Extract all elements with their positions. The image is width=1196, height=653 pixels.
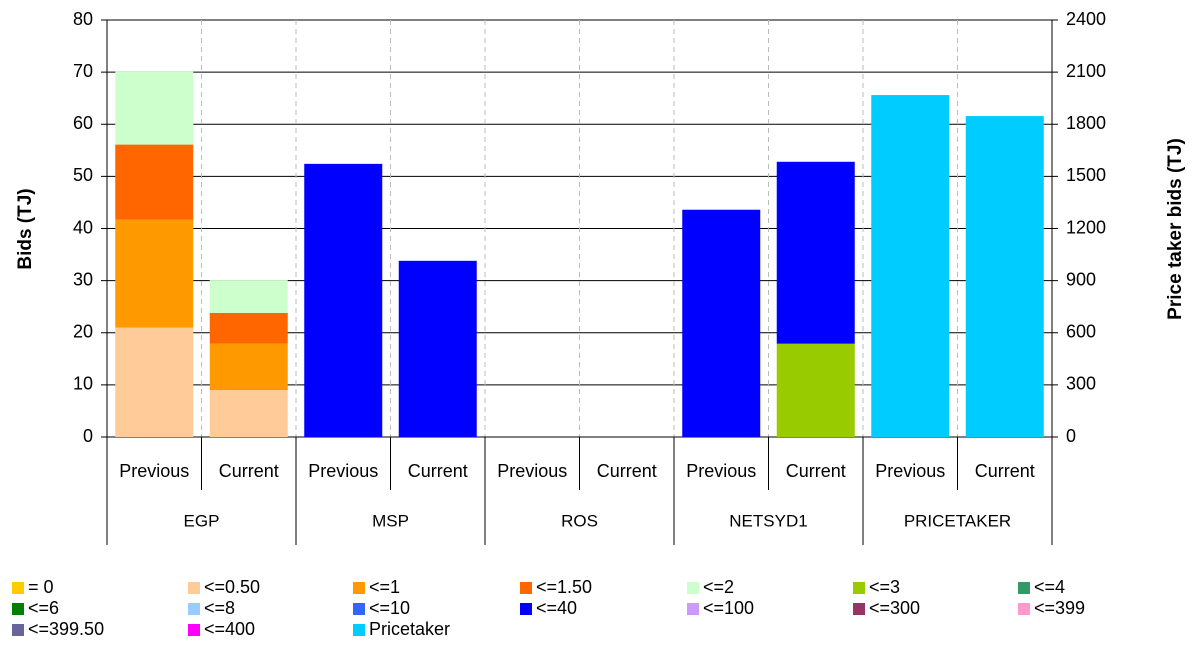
- y2-tick-label: 1800: [1066, 113, 1106, 133]
- bar-segment: [398, 260, 477, 437]
- bar-segment: [209, 280, 288, 313]
- x-tick-label: Current: [786, 461, 846, 481]
- legend-label: <=400: [204, 619, 255, 639]
- legend-label: <=0.50: [204, 577, 260, 597]
- x-tick-label: Previous: [497, 461, 567, 481]
- legend-label: <=10: [369, 598, 410, 618]
- x-tick-label: Current: [597, 461, 657, 481]
- legend-label: <=40: [536, 598, 577, 618]
- y-tick-label: 0: [83, 426, 93, 446]
- bar-segment: [965, 116, 1044, 438]
- bar-segment: [304, 163, 383, 438]
- legend-label: Pricetaker: [369, 619, 450, 639]
- legend-label: <=300: [869, 598, 920, 618]
- bar-segment: [115, 327, 194, 437]
- legend-swatch: [853, 603, 865, 615]
- y2-tick-label: 900: [1066, 269, 1096, 289]
- y2-tick-label: 0: [1066, 426, 1076, 446]
- y-tick-label: 30: [73, 269, 93, 289]
- bar-segment: [871, 95, 950, 437]
- y-tick-label: 10: [73, 374, 93, 394]
- bar-segment: [776, 343, 855, 437]
- y2-tick-label: 2100: [1066, 61, 1106, 81]
- legend-swatch: [188, 603, 200, 615]
- legend-swatch: [520, 582, 532, 594]
- group-label: MSP: [372, 511, 409, 530]
- x-tick-label: Current: [219, 461, 279, 481]
- group-label: ROS: [561, 511, 598, 530]
- y-tick-label: 70: [73, 61, 93, 81]
- bar-segment: [776, 161, 855, 344]
- legend-swatch: [188, 582, 200, 594]
- y2-axis-title: Price taker bids (TJ): [1165, 138, 1186, 320]
- legend-label: <=3: [869, 577, 900, 597]
- y2-tick-label: 2400: [1066, 9, 1106, 29]
- y-tick-label: 80: [73, 9, 93, 29]
- y2-tick-label: 300: [1066, 374, 1096, 394]
- bar-segment: [209, 312, 288, 344]
- legend-label: <=100: [703, 598, 754, 618]
- legend-label: <=8: [204, 598, 235, 618]
- x-tick-label: Previous: [119, 461, 189, 481]
- legend-label: <=399.50: [28, 619, 104, 639]
- legend-swatch: [687, 603, 699, 615]
- legend-swatch: [353, 603, 365, 615]
- group-label: EGP: [184, 511, 220, 530]
- bar-segment: [115, 219, 194, 328]
- bar-segment: [115, 71, 194, 145]
- legend-swatch: [353, 624, 365, 636]
- legend-label: <=399: [1034, 598, 1085, 618]
- legend-swatch: [1018, 582, 1030, 594]
- y-tick-label: 20: [73, 322, 93, 342]
- legend-swatch: [12, 582, 24, 594]
- x-tick-label: Current: [975, 461, 1035, 481]
- legend-label: = 0: [28, 577, 54, 597]
- y-tick-label: 60: [73, 113, 93, 133]
- y2-tick-label: 600: [1066, 322, 1096, 342]
- legend-label: <=1.50: [536, 577, 592, 597]
- y-tick-label: 40: [73, 217, 93, 237]
- legend-swatch: [1018, 603, 1030, 615]
- legend-label: <=4: [1034, 577, 1065, 597]
- x-tick-label: Previous: [686, 461, 756, 481]
- legend-swatch: [188, 624, 200, 636]
- group-label: PRICETAKER: [904, 511, 1011, 530]
- y-tick-label: 50: [73, 165, 93, 185]
- legend-swatch: [12, 603, 24, 615]
- legend-swatch: [12, 624, 24, 636]
- bar-segment: [209, 390, 288, 437]
- legend-swatch: [353, 582, 365, 594]
- y2-tick-label: 1200: [1066, 217, 1106, 237]
- legend-swatch: [687, 582, 699, 594]
- bar-segment: [115, 144, 194, 220]
- x-tick-label: Previous: [875, 461, 945, 481]
- legend-swatch: [853, 582, 865, 594]
- legend-label: <=2: [703, 577, 734, 597]
- legend-label: <=1: [369, 577, 400, 597]
- bar-segment: [209, 343, 288, 391]
- bar-segment: [682, 209, 761, 437]
- y2-tick-label: 1500: [1066, 165, 1106, 185]
- legend-label: <=6: [28, 598, 59, 618]
- x-tick-label: Current: [408, 461, 468, 481]
- x-tick-label: Previous: [308, 461, 378, 481]
- legend-swatch: [520, 603, 532, 615]
- group-label: NETSYD1: [729, 511, 807, 530]
- y-axis-title: Bids (TJ): [15, 188, 36, 269]
